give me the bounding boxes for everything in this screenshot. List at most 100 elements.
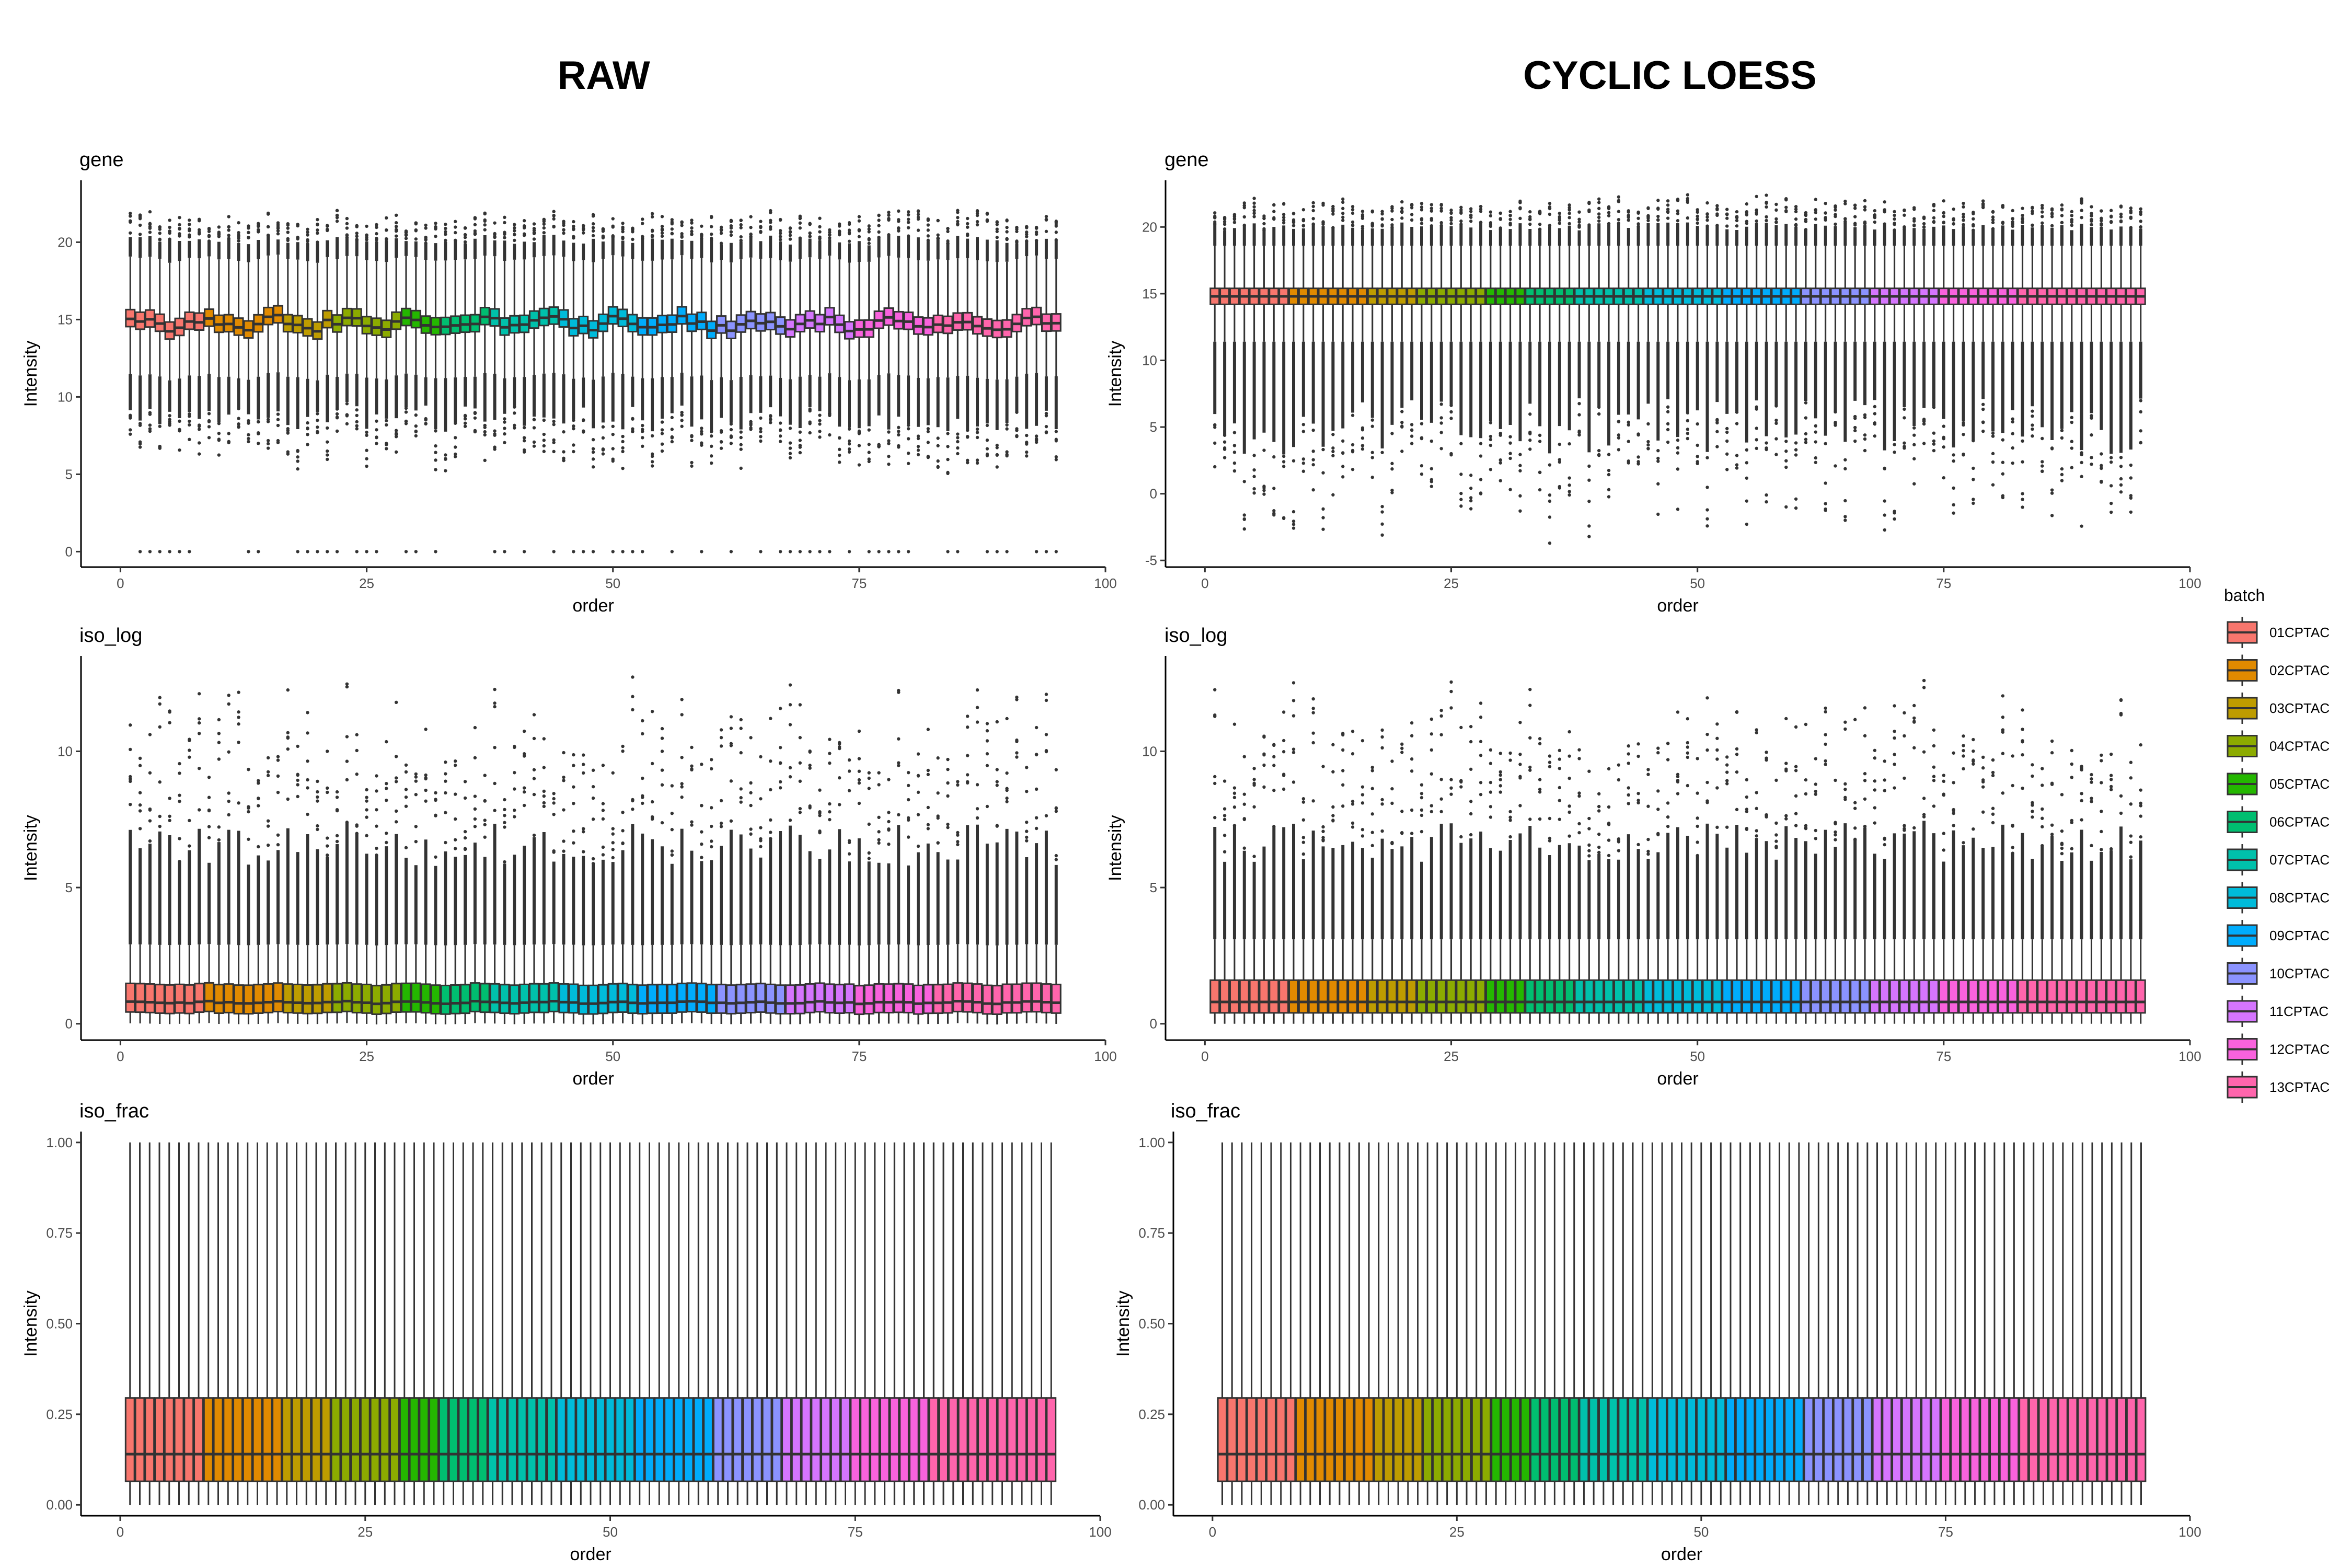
outlier-point — [1449, 453, 1453, 457]
y-tick-label: -5 — [1145, 552, 1157, 568]
box-sample-50 — [607, 217, 618, 554]
outlier-point — [1252, 454, 1256, 457]
outlier-point — [1370, 812, 1374, 816]
outlier-point — [316, 795, 319, 799]
box-sample-70 — [804, 222, 815, 554]
outlier-point — [975, 435, 979, 440]
outlier-point — [1370, 451, 1374, 454]
box-sample-18 — [1377, 728, 1388, 1024]
box-sample-84 — [942, 757, 953, 1024]
outlier-point — [424, 422, 428, 426]
outlier-zero — [552, 550, 556, 554]
outlier-point — [719, 241, 723, 245]
box-sample-19 — [302, 227, 313, 554]
outlier-point — [355, 427, 359, 431]
outlier-point — [749, 420, 753, 424]
outlier-point — [985, 212, 989, 216]
box-sample-13 — [243, 224, 254, 554]
outlier-point — [1044, 431, 1048, 434]
outlier-point — [522, 786, 526, 790]
outlier-point — [847, 427, 851, 431]
outlier-point — [709, 225, 713, 228]
outlier-point — [463, 829, 467, 834]
outlier-point — [1459, 442, 1463, 446]
outlier-point — [365, 808, 368, 812]
outlier-point — [1252, 487, 1256, 491]
outlier-point — [828, 228, 832, 232]
box-sample-45 — [558, 220, 569, 463]
outlier-point — [1765, 215, 1768, 219]
outlier-point — [1538, 470, 1542, 474]
outlier-point — [1223, 807, 1227, 811]
outlier-point — [1449, 410, 1453, 414]
outlier-point — [1292, 224, 1296, 227]
outlier-zero — [178, 550, 181, 554]
outlier-point — [1420, 422, 1424, 425]
box-sample-10 — [213, 718, 224, 1024]
outlier-point — [444, 760, 447, 764]
outlier-point — [404, 233, 408, 237]
outlier-point — [1853, 439, 1857, 443]
outlier-point — [434, 225, 437, 229]
outlier-point — [1429, 772, 1434, 776]
outlier-point — [522, 803, 526, 808]
outlier-point — [887, 439, 891, 443]
outlier-point — [897, 433, 901, 437]
outlier-point — [1991, 460, 1995, 464]
outlier-point — [680, 413, 684, 417]
outlier-point — [867, 238, 871, 241]
outlier-point — [473, 794, 477, 798]
box — [1031, 982, 1042, 1013]
outlier-point — [709, 839, 713, 843]
box-sample-18 — [1377, 210, 1388, 537]
outlier-point — [1459, 205, 1463, 209]
outlier-point — [522, 752, 526, 756]
outlier-point — [1666, 422, 1670, 426]
box-sample-21 — [1406, 721, 1417, 1024]
outlier-point — [503, 230, 506, 234]
outlier-point — [788, 226, 792, 230]
outlier-point — [936, 816, 940, 820]
outlier-point — [1449, 706, 1453, 710]
outlier-point — [1370, 769, 1374, 773]
outlier-point — [503, 808, 506, 812]
box-sample-89 — [991, 720, 1002, 1025]
outlier-point — [1341, 465, 1345, 468]
outlier-point — [1262, 488, 1266, 492]
outlier-point — [473, 756, 477, 760]
outlier-point — [965, 222, 970, 226]
box-sample-21 — [322, 750, 333, 1024]
y-tick-label: 10 — [57, 389, 73, 405]
outlier-point — [325, 228, 329, 232]
box-sample-90 — [2086, 205, 2097, 466]
box — [903, 983, 914, 1013]
outlier-point — [1981, 429, 1985, 433]
outlier-point — [444, 469, 447, 472]
outlier-point — [1005, 450, 1009, 454]
outlier-point — [404, 770, 408, 774]
box-sample-51 — [617, 744, 628, 1024]
outlier-point — [2100, 452, 2103, 456]
outlier-point — [1292, 714, 1296, 718]
outlier-point — [1971, 501, 1975, 505]
outlier-point — [906, 798, 910, 802]
outlier-point — [1705, 212, 1709, 216]
box-sample-84 — [2027, 205, 2038, 438]
outlier-point — [621, 237, 625, 240]
outlier-point — [581, 827, 585, 831]
box-sample-57 — [1761, 193, 1772, 504]
outlier-point — [680, 224, 684, 227]
outlier-point — [1232, 469, 1237, 473]
box — [1051, 984, 1062, 1014]
outlier-point — [670, 811, 674, 815]
outlier-point — [444, 233, 447, 236]
box — [538, 983, 549, 1013]
outlier-point — [1666, 405, 1670, 409]
outlier-point — [532, 228, 536, 232]
outlier-point — [739, 430, 743, 434]
box-sample-24 — [1436, 203, 1447, 451]
box-sample-39 — [499, 215, 510, 554]
outlier-point — [926, 773, 930, 777]
outlier-point — [227, 750, 230, 754]
